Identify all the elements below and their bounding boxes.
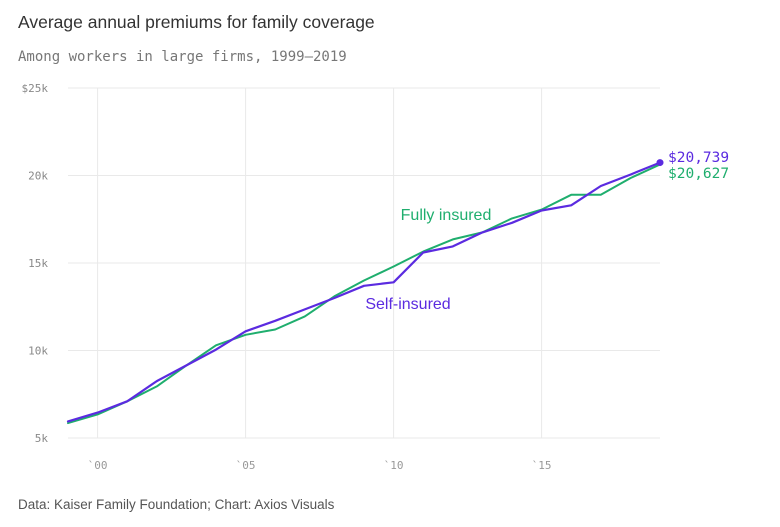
- series-lines: [66, 159, 664, 425]
- y-tick-label: 10k: [28, 345, 48, 358]
- y-axis-ticks: $25k 20k 15k 10k 5k: [22, 82, 49, 445]
- grid: [68, 87, 660, 439]
- x-tick-label: `10: [384, 459, 404, 472]
- x-axis-ticks: `00 `05 `10 `15: [88, 459, 552, 472]
- source-note: Data: Kaiser Family Foundation; Chart: A…: [18, 497, 335, 512]
- series-name-label-self_insured: Self-insured: [365, 296, 450, 313]
- x-tick-label: `05: [236, 459, 256, 472]
- series-name-label-fully_insured: Fully insured: [401, 207, 492, 224]
- end-value-label-fully_insured: $20,627: [668, 166, 729, 182]
- series-labels: $20,627$20,739 Fully insured Self-insured: [365, 150, 729, 313]
- x-tick-label: `15: [532, 459, 552, 472]
- series-line-fully_insured: [67, 163, 661, 425]
- chart-subtitle: Among workers in large firms, 1999–2019: [18, 49, 347, 65]
- x-tick-label: `00: [88, 459, 108, 472]
- y-tick-label: $25k: [22, 82, 49, 95]
- end-value-label-self_insured: $20,739: [668, 150, 729, 166]
- y-tick-label: 15k: [28, 257, 48, 270]
- y-tick-label: 5k: [35, 432, 49, 445]
- chart-title: Average annual premiums for family cover…: [18, 12, 375, 32]
- y-tick-label: 20k: [28, 170, 48, 183]
- endpoint-dot-self_insured: [656, 159, 664, 167]
- series-line-self_insured: [66, 161, 662, 423]
